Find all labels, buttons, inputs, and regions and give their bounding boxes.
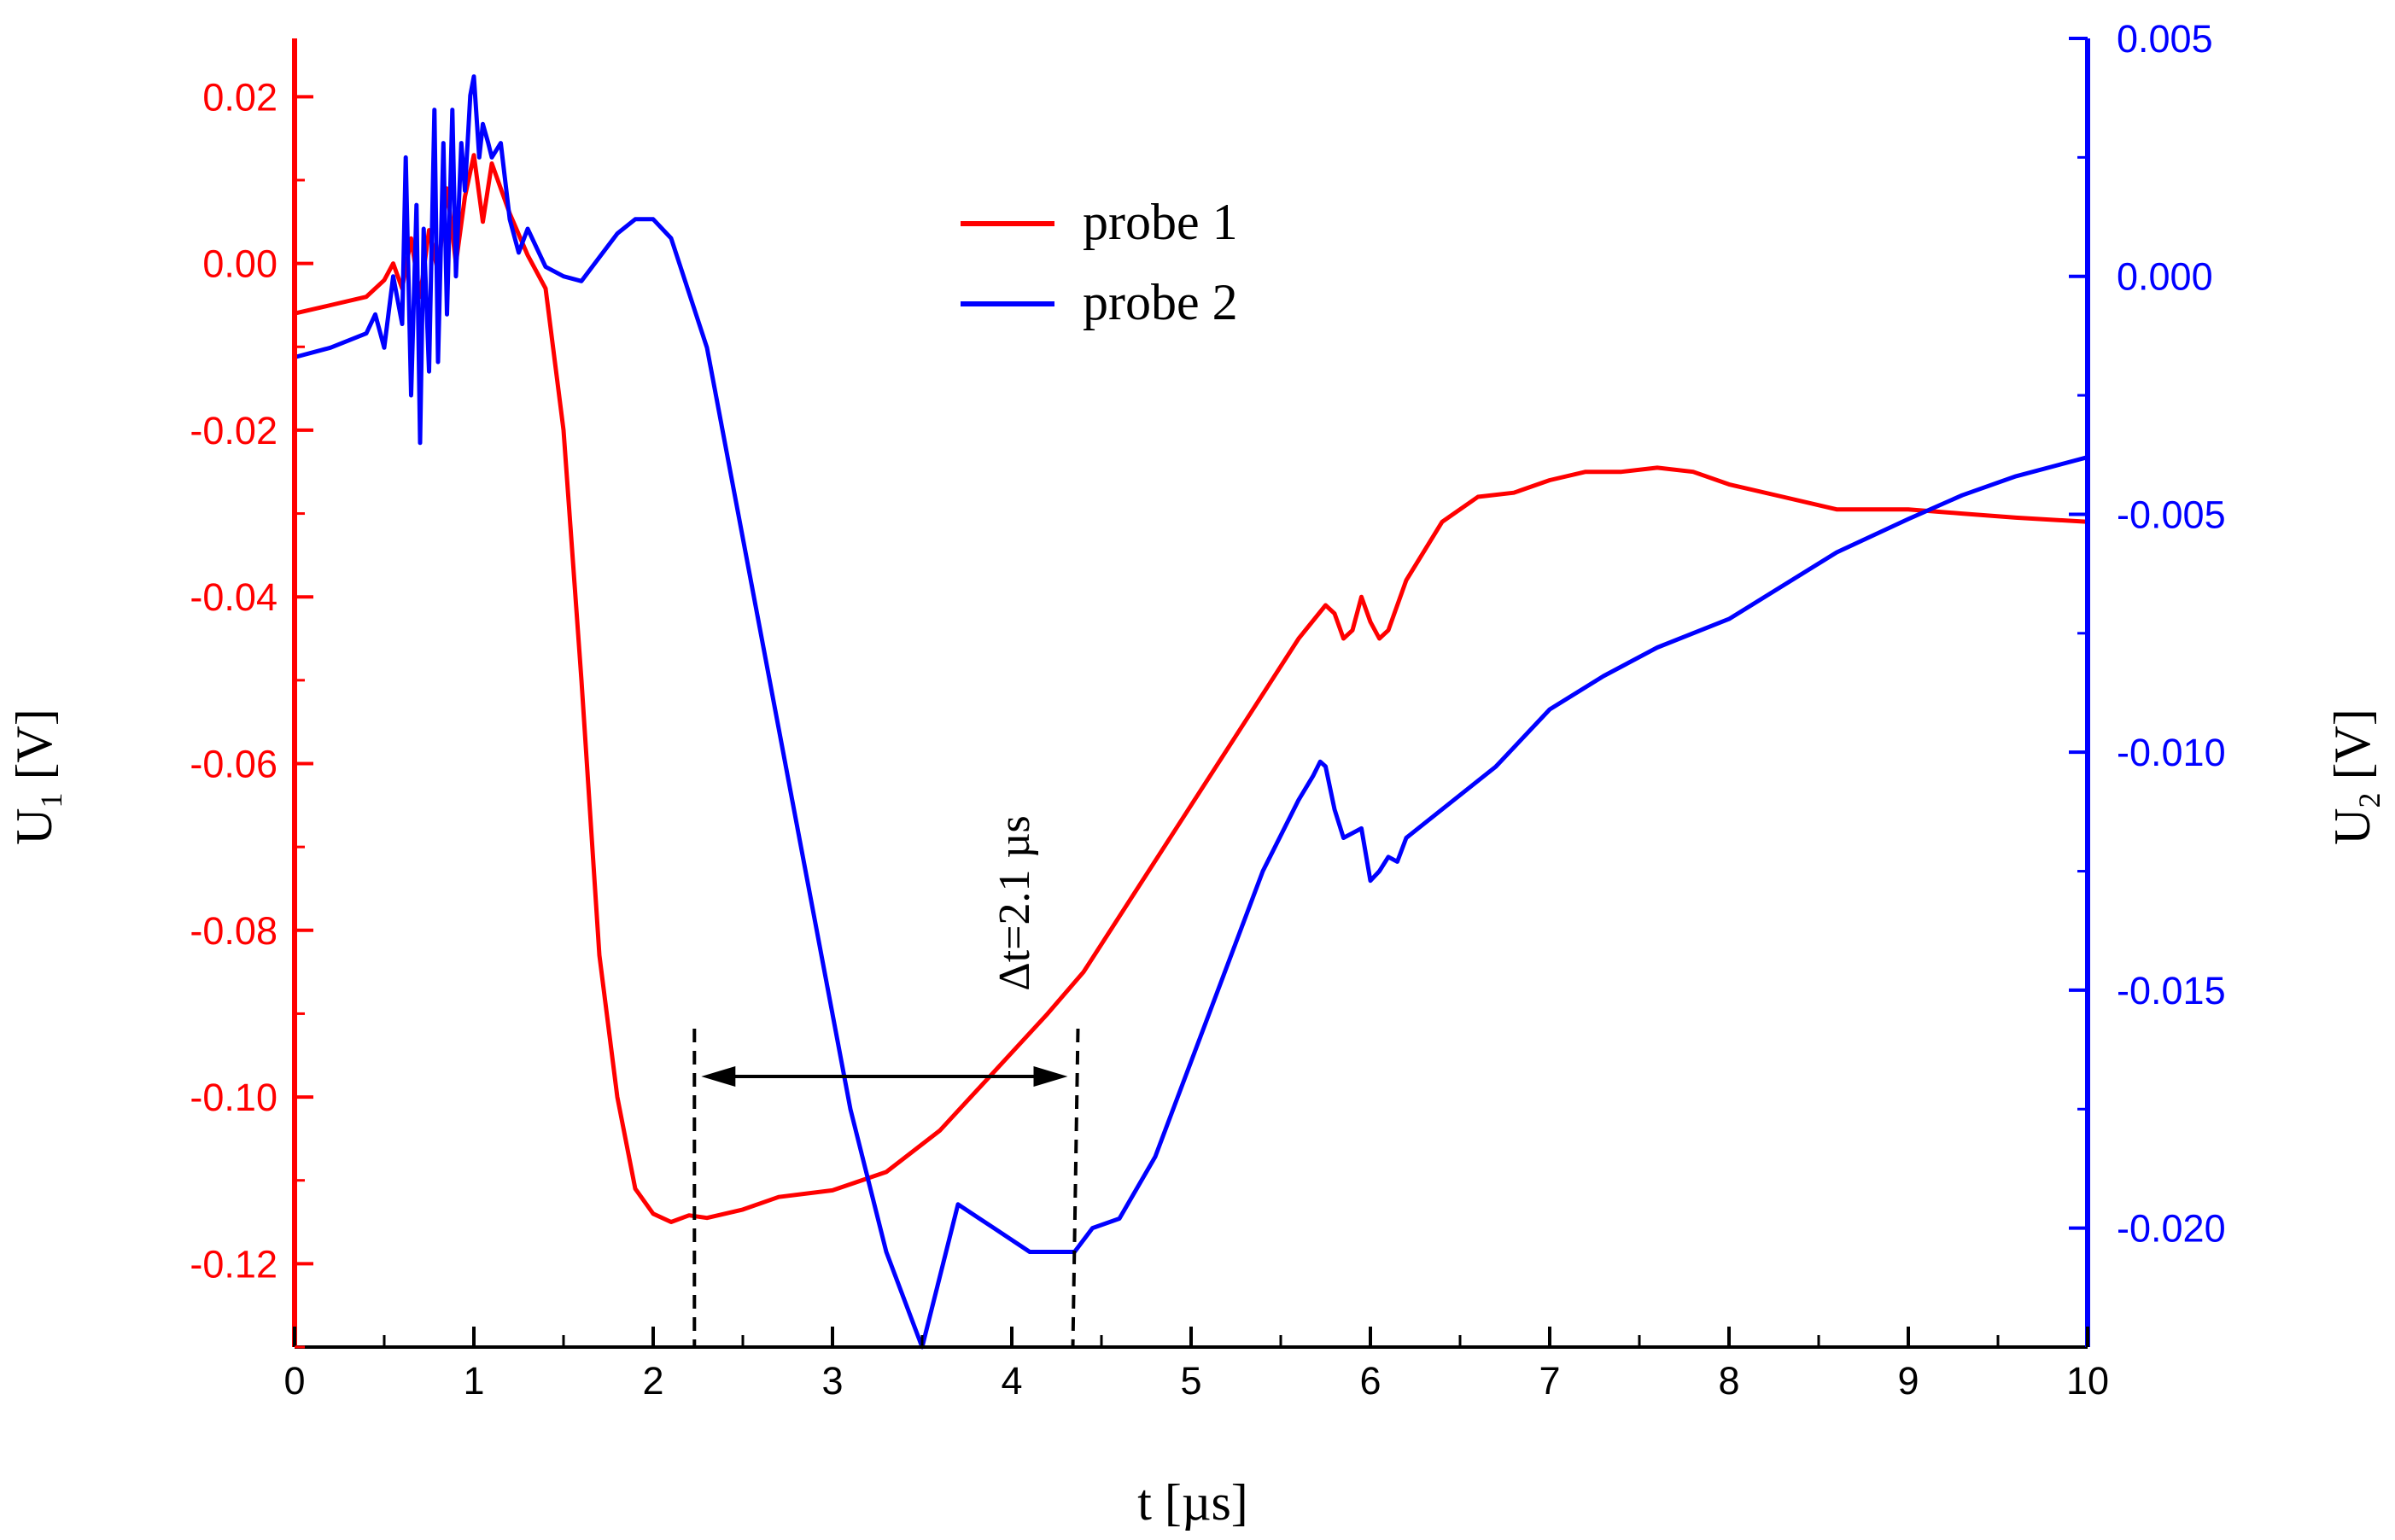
y-right-title-sub: 2 — [2352, 792, 2386, 808]
svg-text:U2 [V]: U2 [V] — [2324, 709, 2386, 845]
legend-label-probe-1: probe 1 — [1083, 194, 1238, 250]
y-left-axis-title: U1 [V] — [6, 709, 68, 845]
annotation-delta-t-label: Δt=2.1 µs — [990, 815, 1039, 990]
y-right-tick-label-3: -0.010 — [2117, 731, 2226, 774]
x-tick-label-7: 7 — [1539, 1359, 1560, 1403]
y-right-tick-label-5: -0.020 — [2117, 1207, 2226, 1251]
x-tick-label-10: 10 — [2066, 1359, 2109, 1403]
x-tick-label-5: 5 — [1180, 1359, 1201, 1403]
y-right-tick-label-1: 0.000 — [2117, 255, 2213, 299]
y-left-tick-label-5: -0.08 — [190, 909, 277, 953]
legend: probe 1 probe 2 — [961, 194, 1238, 330]
y-right-title-unit: [V] — [2324, 709, 2380, 792]
legend-label-probe-2: probe 2 — [1083, 274, 1238, 330]
y-right-tick-label-4: -0.015 — [2117, 969, 2226, 1012]
x-tick-label-8: 8 — [1718, 1359, 1739, 1403]
y-right-tick-label-2: -0.005 — [2117, 493, 2226, 536]
x-tick-label-4: 4 — [1001, 1359, 1022, 1403]
y-left-tick-label-7: -0.12 — [190, 1242, 277, 1286]
series-line-probe-1 — [294, 153, 2088, 1224]
x-tick-label-9: 9 — [1897, 1359, 1919, 1403]
y-right-tick-label-0: 0.005 — [2117, 17, 2213, 61]
y-left-title-unit: [V] — [6, 709, 62, 792]
y-left-tick-label-6: -0.10 — [190, 1076, 277, 1119]
y-left-tick-label-3: -0.04 — [190, 575, 277, 619]
y-left-tick-label-1: 0.00 — [202, 242, 277, 286]
x-tick-label-1: 1 — [463, 1359, 484, 1403]
svg-text:U1 [V]: U1 [V] — [6, 709, 68, 845]
y-right-axis-title: U2 [V] — [2324, 709, 2386, 845]
y-left-tick-label-0: 0.02 — [202, 75, 277, 119]
y-left-tick-label-4: -0.06 — [190, 742, 277, 785]
annotation-layer: Δt=2.1 µs — [692, 815, 1080, 1348]
x-tick-label-6: 6 — [1359, 1359, 1381, 1403]
series-layer — [294, 74, 2088, 1350]
x-tick-label-3: 3 — [821, 1359, 843, 1403]
x-axis-title: t [µs] — [1137, 1474, 1248, 1531]
annotation-dashed-line-end — [1071, 1028, 1080, 1348]
y-left-title-main: U — [6, 808, 62, 844]
annotation-arrowhead-left — [701, 1066, 736, 1087]
axes-layer: 0 1 2 3 4 5 6 7 8 9 10 0.02 0.00 -0.02 -0.04 -0.06 -0.08… — [190, 17, 2225, 1403]
y-left-tick-label-2: -0.02 — [190, 409, 277, 452]
y-left-title-sub: 1 — [34, 792, 68, 808]
annotation-arrowhead-right — [1033, 1066, 1068, 1087]
x-tick-label-2: 2 — [642, 1359, 663, 1403]
x-tick-label-0: 0 — [283, 1359, 305, 1403]
y-right-title-main: U — [2324, 808, 2380, 844]
series-line-probe-2 — [294, 74, 2088, 1350]
